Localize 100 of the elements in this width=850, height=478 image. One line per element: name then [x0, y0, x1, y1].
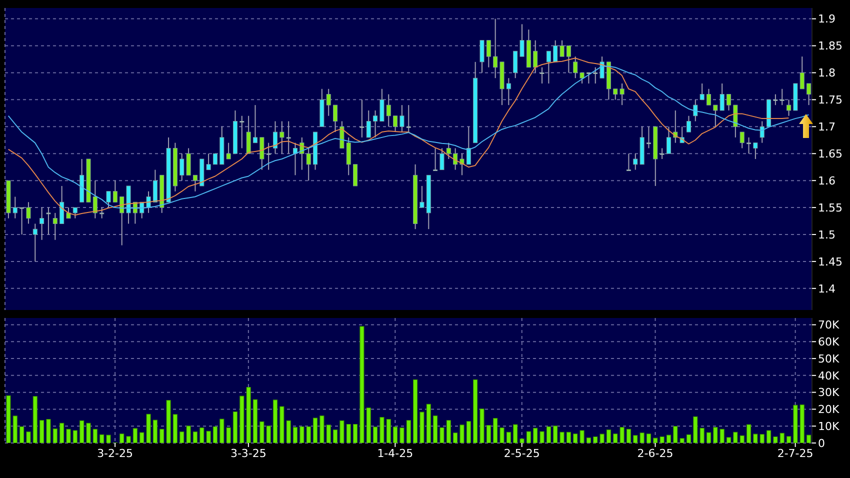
bar [12, 416, 18, 443]
candlestick [360, 99, 364, 138]
bar [746, 424, 752, 443]
bar [152, 420, 158, 443]
candlestick [400, 104, 404, 133]
bar [220, 418, 224, 443]
bar [386, 419, 391, 443]
bar [426, 404, 431, 443]
candlestick [240, 115, 244, 149]
candlestick [52, 212, 58, 240]
candlestick [773, 94, 778, 106]
candlestick [186, 148, 191, 176]
bar [140, 432, 144, 443]
bar [766, 430, 772, 443]
bar [720, 428, 724, 443]
candlestick [46, 207, 51, 235]
candlestick [733, 104, 738, 138]
bar [240, 396, 244, 443]
bar [466, 421, 471, 443]
y-tick-label: 1.85 [818, 40, 842, 53]
y-tick-label: 10K [818, 420, 840, 434]
bar [252, 399, 258, 443]
bar [100, 434, 104, 443]
y-tick-label: 0 [818, 436, 825, 450]
bar [320, 416, 324, 443]
bar [493, 418, 498, 443]
bar [446, 420, 451, 443]
bar [540, 431, 544, 443]
x-tick-label: 3-2-25 [97, 446, 134, 460]
candlestick [693, 99, 698, 122]
bar [146, 414, 151, 443]
candlestick [580, 72, 584, 84]
candlestick [72, 207, 78, 219]
bar [60, 422, 64, 443]
candlestick [553, 40, 558, 62]
candlestick [753, 142, 758, 160]
bar [332, 430, 338, 443]
y-tick-label: 30K [818, 386, 840, 400]
bar [246, 386, 251, 443]
candlestick [786, 99, 792, 116]
bar [206, 430, 211, 443]
bar [346, 424, 351, 443]
bar [653, 438, 658, 443]
candlestick [673, 110, 678, 144]
bar [72, 430, 78, 443]
y-tick-label: 1.9 [818, 12, 836, 26]
bar [40, 420, 44, 443]
bar [506, 432, 511, 443]
y-tick-label: 70K [818, 318, 840, 332]
candlestick [493, 18, 498, 79]
bar [686, 434, 692, 443]
bar [553, 426, 558, 443]
candlestick [566, 45, 571, 74]
bar [660, 436, 664, 443]
bar [566, 432, 571, 443]
y-tick-label: 1.4 [818, 282, 836, 296]
bar [706, 432, 712, 443]
x-tick-label: 1-4-25 [377, 446, 414, 460]
bar [726, 437, 732, 443]
candlestick [700, 83, 704, 100]
candlestick [266, 142, 271, 170]
bar [126, 436, 131, 443]
candlestick [626, 153, 631, 172]
candlestick [646, 126, 651, 149]
bar [700, 428, 704, 443]
bar [480, 408, 484, 443]
bar [380, 417, 384, 443]
bar [733, 432, 738, 443]
y-tick-label: 20K [818, 403, 840, 416]
candlestick [573, 56, 578, 79]
candlestick [226, 142, 231, 160]
candlestick [40, 207, 44, 240]
bar [580, 430, 584, 443]
bar [626, 428, 632, 443]
bar [473, 379, 478, 443]
bar [666, 434, 672, 443]
bar [20, 426, 24, 443]
bar [192, 432, 198, 443]
candlestick [446, 142, 451, 160]
candlestick [32, 223, 38, 262]
bar [372, 426, 378, 443]
x-tick-label: 3-3-25 [230, 446, 266, 460]
candlestick [760, 120, 764, 144]
candlestick [20, 207, 24, 235]
candlestick [686, 115, 691, 133]
y-tick-label: 1.45 [818, 255, 842, 268]
bar [86, 422, 91, 443]
bar [292, 426, 298, 443]
candlestick [433, 148, 438, 172]
bar [620, 426, 624, 443]
bar [80, 420, 84, 443]
bar [786, 436, 792, 443]
candlestick [380, 88, 384, 122]
candlestick [560, 40, 564, 58]
bar [312, 418, 318, 443]
bar [260, 421, 264, 443]
candlestick [546, 50, 551, 84]
bar [486, 424, 491, 443]
bar [586, 437, 592, 443]
candlestick [373, 110, 378, 138]
